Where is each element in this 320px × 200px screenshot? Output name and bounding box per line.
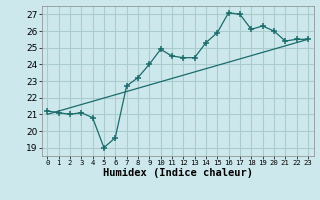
X-axis label: Humidex (Indice chaleur): Humidex (Indice chaleur) <box>103 168 252 178</box>
